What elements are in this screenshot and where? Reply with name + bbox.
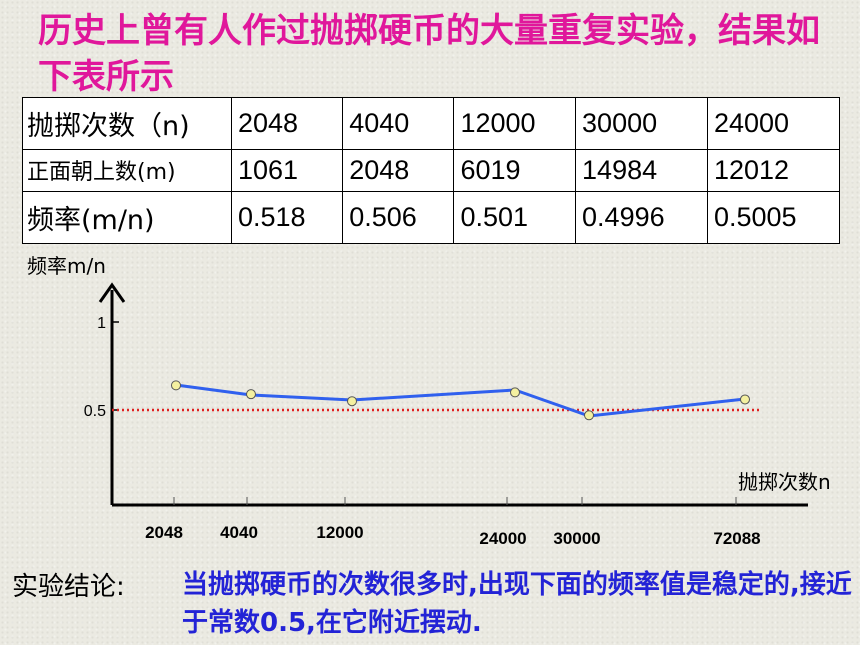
table-cell: 6019 [453, 148, 577, 193]
table-cell: 12012 [706, 148, 841, 193]
table-row-throws: 抛掷次数（n) 2048 4040 12000 30000 24000 [22, 97, 841, 150]
x-tick-label: 4040 [220, 523, 258, 542]
x-tick-label: 12000 [316, 523, 363, 542]
table-cell: 2048 [342, 148, 455, 193]
table-cell: 0.506 [342, 191, 455, 244]
x-tick-label: 2048 [145, 523, 183, 542]
data-point [246, 389, 256, 400]
row-header-throws: 抛掷次数（n) [22, 97, 232, 150]
conclusion-label: 实验结论: [12, 572, 125, 602]
row-header-heads: 正面朝上数(m) [22, 148, 232, 193]
results-table: 抛掷次数（n) 2048 4040 12000 30000 24000 正面朝上… [22, 97, 841, 244]
x-tick-label: 72088 [713, 529, 760, 548]
table-cell: 2048 [230, 97, 344, 150]
table-cell: 4040 [342, 97, 455, 150]
data-point [171, 380, 181, 391]
x-tick-label: 24000 [479, 529, 526, 548]
x-tick-label: 30000 [553, 529, 600, 548]
table-cell: 14984 [575, 148, 708, 193]
data-point [740, 394, 750, 405]
y-tick-label: 1 [97, 315, 106, 332]
table-cell: 0.5005 [706, 191, 841, 244]
table-cell: 0.4996 [575, 191, 708, 244]
y-axis-arrow-icon [98, 282, 126, 303]
table-cell: 12000 [453, 97, 577, 150]
data-point [510, 387, 520, 398]
table-row-freq: 频率(m/n) 0.518 0.506 0.501 0.4996 0.5005 [22, 191, 841, 244]
table-cell: 24000 [706, 97, 841, 150]
page-title: 历史上曾有人作过抛掷硬币的大量重复实验，结果如下表所示 [38, 11, 820, 97]
conclusion-text: 当抛掷硬币的次数很多时,出现下面的频率值是稳定的,接近于常数0.5,在它附近摆动… [182, 570, 852, 638]
row-header-freq: 频率(m/n) [22, 191, 232, 244]
series-line [175, 383, 746, 418]
data-point [347, 396, 357, 407]
data-point [584, 410, 594, 421]
table-row-heads: 正面朝上数(m) 1061 2048 6019 14984 12012 [22, 148, 841, 193]
x-axis-label: 抛掷次数n [738, 470, 831, 494]
y-axis-label: 频率m/n [27, 254, 106, 278]
table-cell: 0.518 [230, 191, 344, 244]
y-tick-label: 0.5 [84, 403, 106, 420]
